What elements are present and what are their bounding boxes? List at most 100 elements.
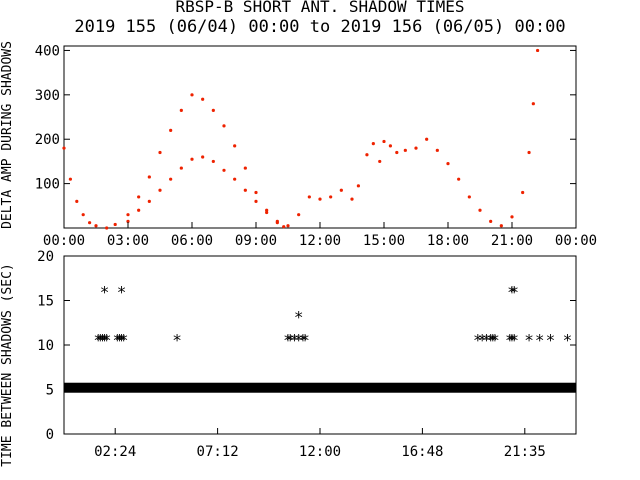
bottom-point-3: *: [100, 331, 110, 350]
top-point-s0-1: [68, 177, 72, 181]
top-data-marks: [62, 48, 540, 230]
top-point-s0-8: [126, 213, 130, 217]
bottom-point-5: *: [100, 283, 110, 302]
top-point-s0-12: [169, 128, 173, 132]
top-xtick-label-0: 00:00: [43, 233, 85, 249]
top-panel: 100 200 300 400 00:00 03:00 06:00 09:00 12:00 15…: [0, 41, 597, 249]
bottom-point-22: *: [486, 331, 496, 350]
top-xtick-label-1: 03:00: [107, 233, 149, 249]
top-point-s0-51: [536, 48, 540, 53]
bottom-x-axis: 02:24 07:12 12:00 16:48 21:35: [94, 428, 546, 460]
bottom-point-0: *: [93, 331, 103, 350]
bottom-point-24: *: [490, 331, 500, 350]
top-xtick-label-7: 21:00: [491, 233, 533, 249]
bottom-point-32: *: [546, 331, 556, 350]
chart-title: RBSP-B SHORT ANT. SHADOW TIMES: [176, 0, 465, 16]
bottom-y-axis: 0 5 10 15 20: [37, 249, 576, 443]
top-point-s0-23: [282, 225, 286, 229]
top-xtick-label-4: 12:00: [299, 233, 341, 249]
top-point-s0-34: [382, 139, 386, 144]
bottom-xtick-label-4: 21:35: [504, 444, 546, 460]
chart-subtitle: 2019 155 (06/04) 00:00 to 2019 156 (06/0…: [74, 17, 565, 37]
bottom-point-14: *: [290, 331, 300, 350]
top-xtick-label-5: 15:00: [363, 233, 405, 249]
bottom-point-30: *: [524, 331, 534, 350]
top-point-s0-36: [395, 150, 399, 155]
top-point-s0-49: [527, 150, 531, 155]
top-x-axis: 00:00 03:00 06:00 09:00 12:00 15:00 18:00 21:00…: [43, 222, 597, 249]
top-point-s0-29: [350, 197, 354, 201]
bottom-point-17: *: [300, 331, 310, 350]
top-point-s0-0: [62, 146, 66, 150]
top-point-s0-46: [499, 224, 503, 228]
bottom-point-21: *: [482, 331, 492, 350]
top-point-s0-9: [137, 195, 141, 199]
top-point-s0-7: [113, 222, 117, 227]
top-point-s1-7: [201, 155, 205, 159]
top-y-axis: 100 200 300 400: [35, 43, 576, 193]
top-point-s0-4: [88, 221, 92, 225]
top-point-s0-5: [94, 224, 98, 228]
top-point-s0-20: [254, 190, 258, 195]
top-point-s0-25: [307, 195, 311, 199]
bottom-point-28: *: [507, 283, 517, 302]
top-point-s1-13: [265, 210, 269, 215]
top-point-s1-10: [233, 177, 237, 181]
top-point-s0-27: [329, 195, 333, 199]
bottom-point-1: *: [95, 331, 105, 350]
bottom-point-19: *: [473, 331, 483, 350]
top-point-s0-44: [478, 208, 482, 212]
bottom-point-20: *: [477, 331, 487, 350]
bottom-point-16: *: [298, 331, 308, 350]
top-point-s0-48: [521, 190, 525, 195]
bottom-point-10: *: [117, 283, 127, 302]
bottom-data-marks: ************ ************* ****** * * *: [64, 283, 576, 393]
top-ytick-label-3: 400: [35, 43, 60, 59]
top-point-s0-42: [457, 177, 461, 181]
bottom-point-12: *: [283, 331, 293, 350]
bottom-xtick-label-1: 07:12: [197, 444, 239, 460]
top-point-s1-6: [190, 157, 194, 161]
top-point-s0-32: [371, 142, 375, 146]
top-xtick-label-2: 06:00: [171, 233, 213, 249]
top-point-s0-6: [105, 226, 109, 230]
top-point-s0-30: [356, 184, 360, 188]
bottom-point-33: *: [563, 331, 573, 350]
bottom-point-4: *: [102, 331, 112, 350]
top-ytick-label-1: 200: [35, 132, 60, 148]
top-xtick-label-6: 18:00: [427, 233, 469, 249]
bottom-point-8: *: [117, 331, 127, 350]
top-y-axis-label: DELTA AMP DURING SHADOWS: [0, 41, 15, 229]
top-point-s0-45: [489, 219, 493, 223]
top-point-s0-31: [365, 153, 369, 157]
top-point-s0-41: [446, 162, 450, 166]
baseline-band-0: [64, 382, 576, 393]
top-point-s0-40: [435, 148, 439, 152]
top-point-s1-5: [179, 166, 183, 170]
top-point-s0-38: [414, 146, 418, 150]
top-point-s1-8: [211, 159, 215, 164]
bottom-point-26: *: [507, 331, 517, 350]
bottom-ytick-label-3: 15: [37, 294, 54, 310]
bottom-point-27: *: [509, 331, 519, 350]
top-point-s0-11: [158, 150, 162, 155]
bottom-point-9: *: [119, 331, 129, 350]
bottom-point-11: *: [172, 331, 182, 350]
top-point-s1-14: [275, 219, 279, 223]
top-point-s0-37: [403, 148, 407, 152]
top-point-s1-0: [126, 219, 130, 223]
bottom-ytick-label-0: 0: [46, 427, 54, 443]
top-point-s0-13: [179, 108, 183, 112]
bottom-xtick-label-3: 16:48: [401, 444, 443, 460]
top-ytick-label-0: 100: [35, 177, 60, 193]
bottom-panel: ************ ************* ****** * * * 0 5 10 1…: [0, 249, 577, 467]
top-point-s1-9: [222, 168, 226, 172]
top-point-s0-47: [510, 215, 514, 219]
top-point-s0-50: [531, 102, 535, 106]
top-point-s1-2: [147, 199, 151, 203]
top-ytick-label-2: 300: [35, 88, 60, 104]
bottom-point-15: *: [294, 331, 304, 350]
top-point-s0-33: [378, 159, 382, 164]
top-point-s1-4: [169, 177, 173, 181]
